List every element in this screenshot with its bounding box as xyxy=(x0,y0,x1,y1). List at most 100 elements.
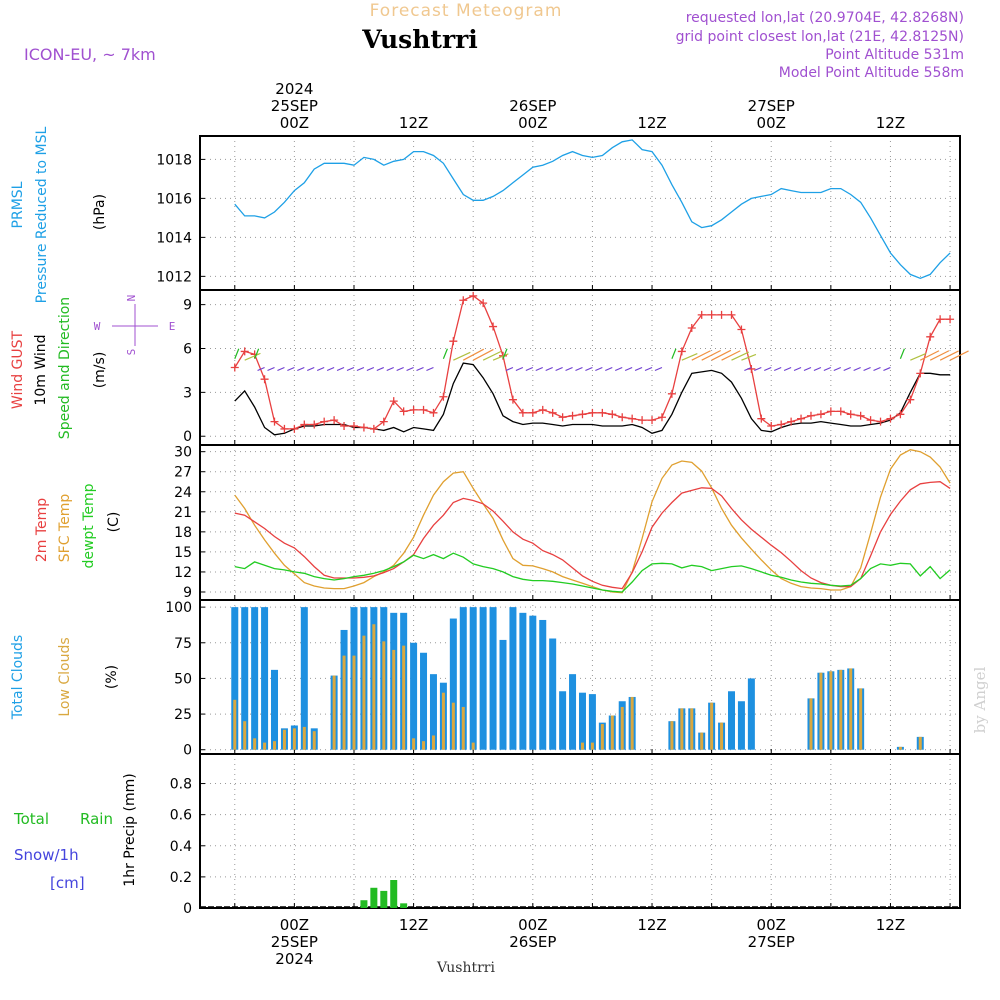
low-cloud-bar xyxy=(809,698,813,750)
ytick-label: 18 xyxy=(174,525,192,541)
low-cloud-bar xyxy=(918,736,922,750)
gust-line-point xyxy=(449,337,458,346)
wind-direction-arrow xyxy=(326,366,335,372)
low-cloud-bar xyxy=(590,742,594,750)
gust-line-point xyxy=(667,389,676,398)
gust-line-point xyxy=(290,424,299,433)
wind-direction-arrow xyxy=(297,366,305,372)
low-cloud-bar xyxy=(263,742,267,750)
gust-line-point xyxy=(409,405,418,414)
low-cloud-bar xyxy=(273,741,277,750)
wind-direction-arrow xyxy=(386,366,394,372)
total-cloud-bar xyxy=(569,674,577,750)
wind-unit: (m/s) xyxy=(92,352,108,389)
wind-direction-arrow xyxy=(244,352,261,361)
total-cloud-bar xyxy=(489,607,497,750)
bottom-time-label: 00Z xyxy=(280,916,309,934)
gust-line-point xyxy=(657,413,666,422)
credit-watermark: by Angel xyxy=(971,666,989,733)
gust-line-point xyxy=(320,417,329,426)
gust-line-point xyxy=(707,310,716,319)
location-title: Vushtrri xyxy=(361,25,478,54)
wind-direction-arrow xyxy=(545,366,553,372)
total-cloud-bar xyxy=(529,615,537,750)
model-altitude: Model Point Altitude 558m xyxy=(779,65,964,81)
ytick-label: 1014 xyxy=(156,230,192,246)
total-cloud-bar xyxy=(420,652,428,750)
bottom-time-label: 00Z xyxy=(757,916,786,934)
gust-line-point xyxy=(399,407,408,416)
low-cloud-bar xyxy=(253,738,257,750)
gust-line-point xyxy=(369,424,378,433)
gust-line-point xyxy=(469,291,478,300)
low-cloud-bar xyxy=(233,699,237,750)
model-label: ICON-EU, ~ 7km xyxy=(24,45,156,64)
ytick-label: 0 xyxy=(183,743,192,759)
low-cloud-bar xyxy=(352,655,356,750)
low-cloud-bar xyxy=(312,731,316,750)
wind-direction-arrow xyxy=(899,348,905,359)
gust-line-point xyxy=(697,310,706,319)
low-cloud-bar xyxy=(461,706,465,750)
wind-direction-arrow xyxy=(525,366,534,372)
rain-label: Rain xyxy=(80,810,113,828)
gust-line-point xyxy=(648,416,657,425)
ytick-label: 9 xyxy=(183,298,192,314)
low-cloud-bar xyxy=(412,738,416,750)
gust-line-point xyxy=(270,417,279,426)
wind-direction-arrow xyxy=(555,366,563,372)
low-cloud-bar xyxy=(243,721,247,750)
temp2m-label: 2m Temp xyxy=(34,498,50,562)
gust-line-point xyxy=(508,395,517,404)
bottom-time-label: 12Z xyxy=(399,916,428,934)
temp-labels: 2m Temp SFC Temp dewpt Temp (C) xyxy=(34,483,122,568)
gust-line-point xyxy=(876,417,885,426)
top-time-label: 12Z xyxy=(876,114,905,132)
ytick-label: 0 xyxy=(183,901,192,917)
total-cloud-bar xyxy=(728,691,736,750)
wind-direction-arrow xyxy=(406,366,414,372)
top-time-label: 00Z xyxy=(518,114,547,132)
total-cloud-bar xyxy=(459,607,467,750)
dewpt-line xyxy=(234,552,951,593)
wind-direction-arrow xyxy=(442,348,448,359)
ytick-label: 0 xyxy=(183,429,192,445)
bottom-time-label: 26SEP xyxy=(509,933,556,951)
low-cloud-bar xyxy=(620,706,624,750)
low-cloud-bar xyxy=(898,746,902,750)
temperature-panel: 9 12 15 18 21 24 27 30 xyxy=(174,444,961,601)
total-cloud-bar xyxy=(559,691,567,750)
wind-direction-arrow xyxy=(515,366,524,372)
low-cloud-bar xyxy=(710,702,714,750)
rain-bar xyxy=(380,890,388,908)
low-cloud-bar xyxy=(372,624,376,750)
gust-line-point xyxy=(310,420,319,429)
wind-direction-arrow xyxy=(472,348,494,361)
wind-direction-arrow xyxy=(426,366,434,372)
gust-label: Wind GUST xyxy=(10,330,26,409)
low-cloud-bar xyxy=(610,715,614,750)
footer-location: Vushtrri xyxy=(436,960,495,976)
top-time-label: 25SEP xyxy=(271,97,318,115)
total-cloud-bar xyxy=(539,619,547,750)
gust-line-point xyxy=(787,417,796,426)
total-cloud-bar xyxy=(549,638,557,750)
low-cloud-bar xyxy=(392,649,396,750)
low-cloud-bar xyxy=(431,735,435,750)
bottom-time-label: 27SEP xyxy=(748,933,795,951)
low-cloud-bar xyxy=(670,721,674,750)
pressure-labels: PRMSL Pressure Reduced to MSL (hPa) xyxy=(10,126,108,303)
gust-line-point xyxy=(806,411,815,420)
wind-direction-arrow xyxy=(502,348,508,359)
wind-direction-arrow xyxy=(462,348,485,361)
gust-line-point xyxy=(598,408,607,417)
gust-line-point xyxy=(836,407,845,416)
low-cloud-bar xyxy=(471,742,475,750)
wind-direction-arrow xyxy=(505,366,514,372)
gust-line-point xyxy=(677,347,686,356)
gust-line-point xyxy=(777,420,786,429)
wind-direction-arrow xyxy=(257,366,265,372)
snow-unit: [cm] xyxy=(50,874,85,892)
gust-line-point xyxy=(856,411,865,420)
top-time-label: 26SEP xyxy=(509,97,556,115)
